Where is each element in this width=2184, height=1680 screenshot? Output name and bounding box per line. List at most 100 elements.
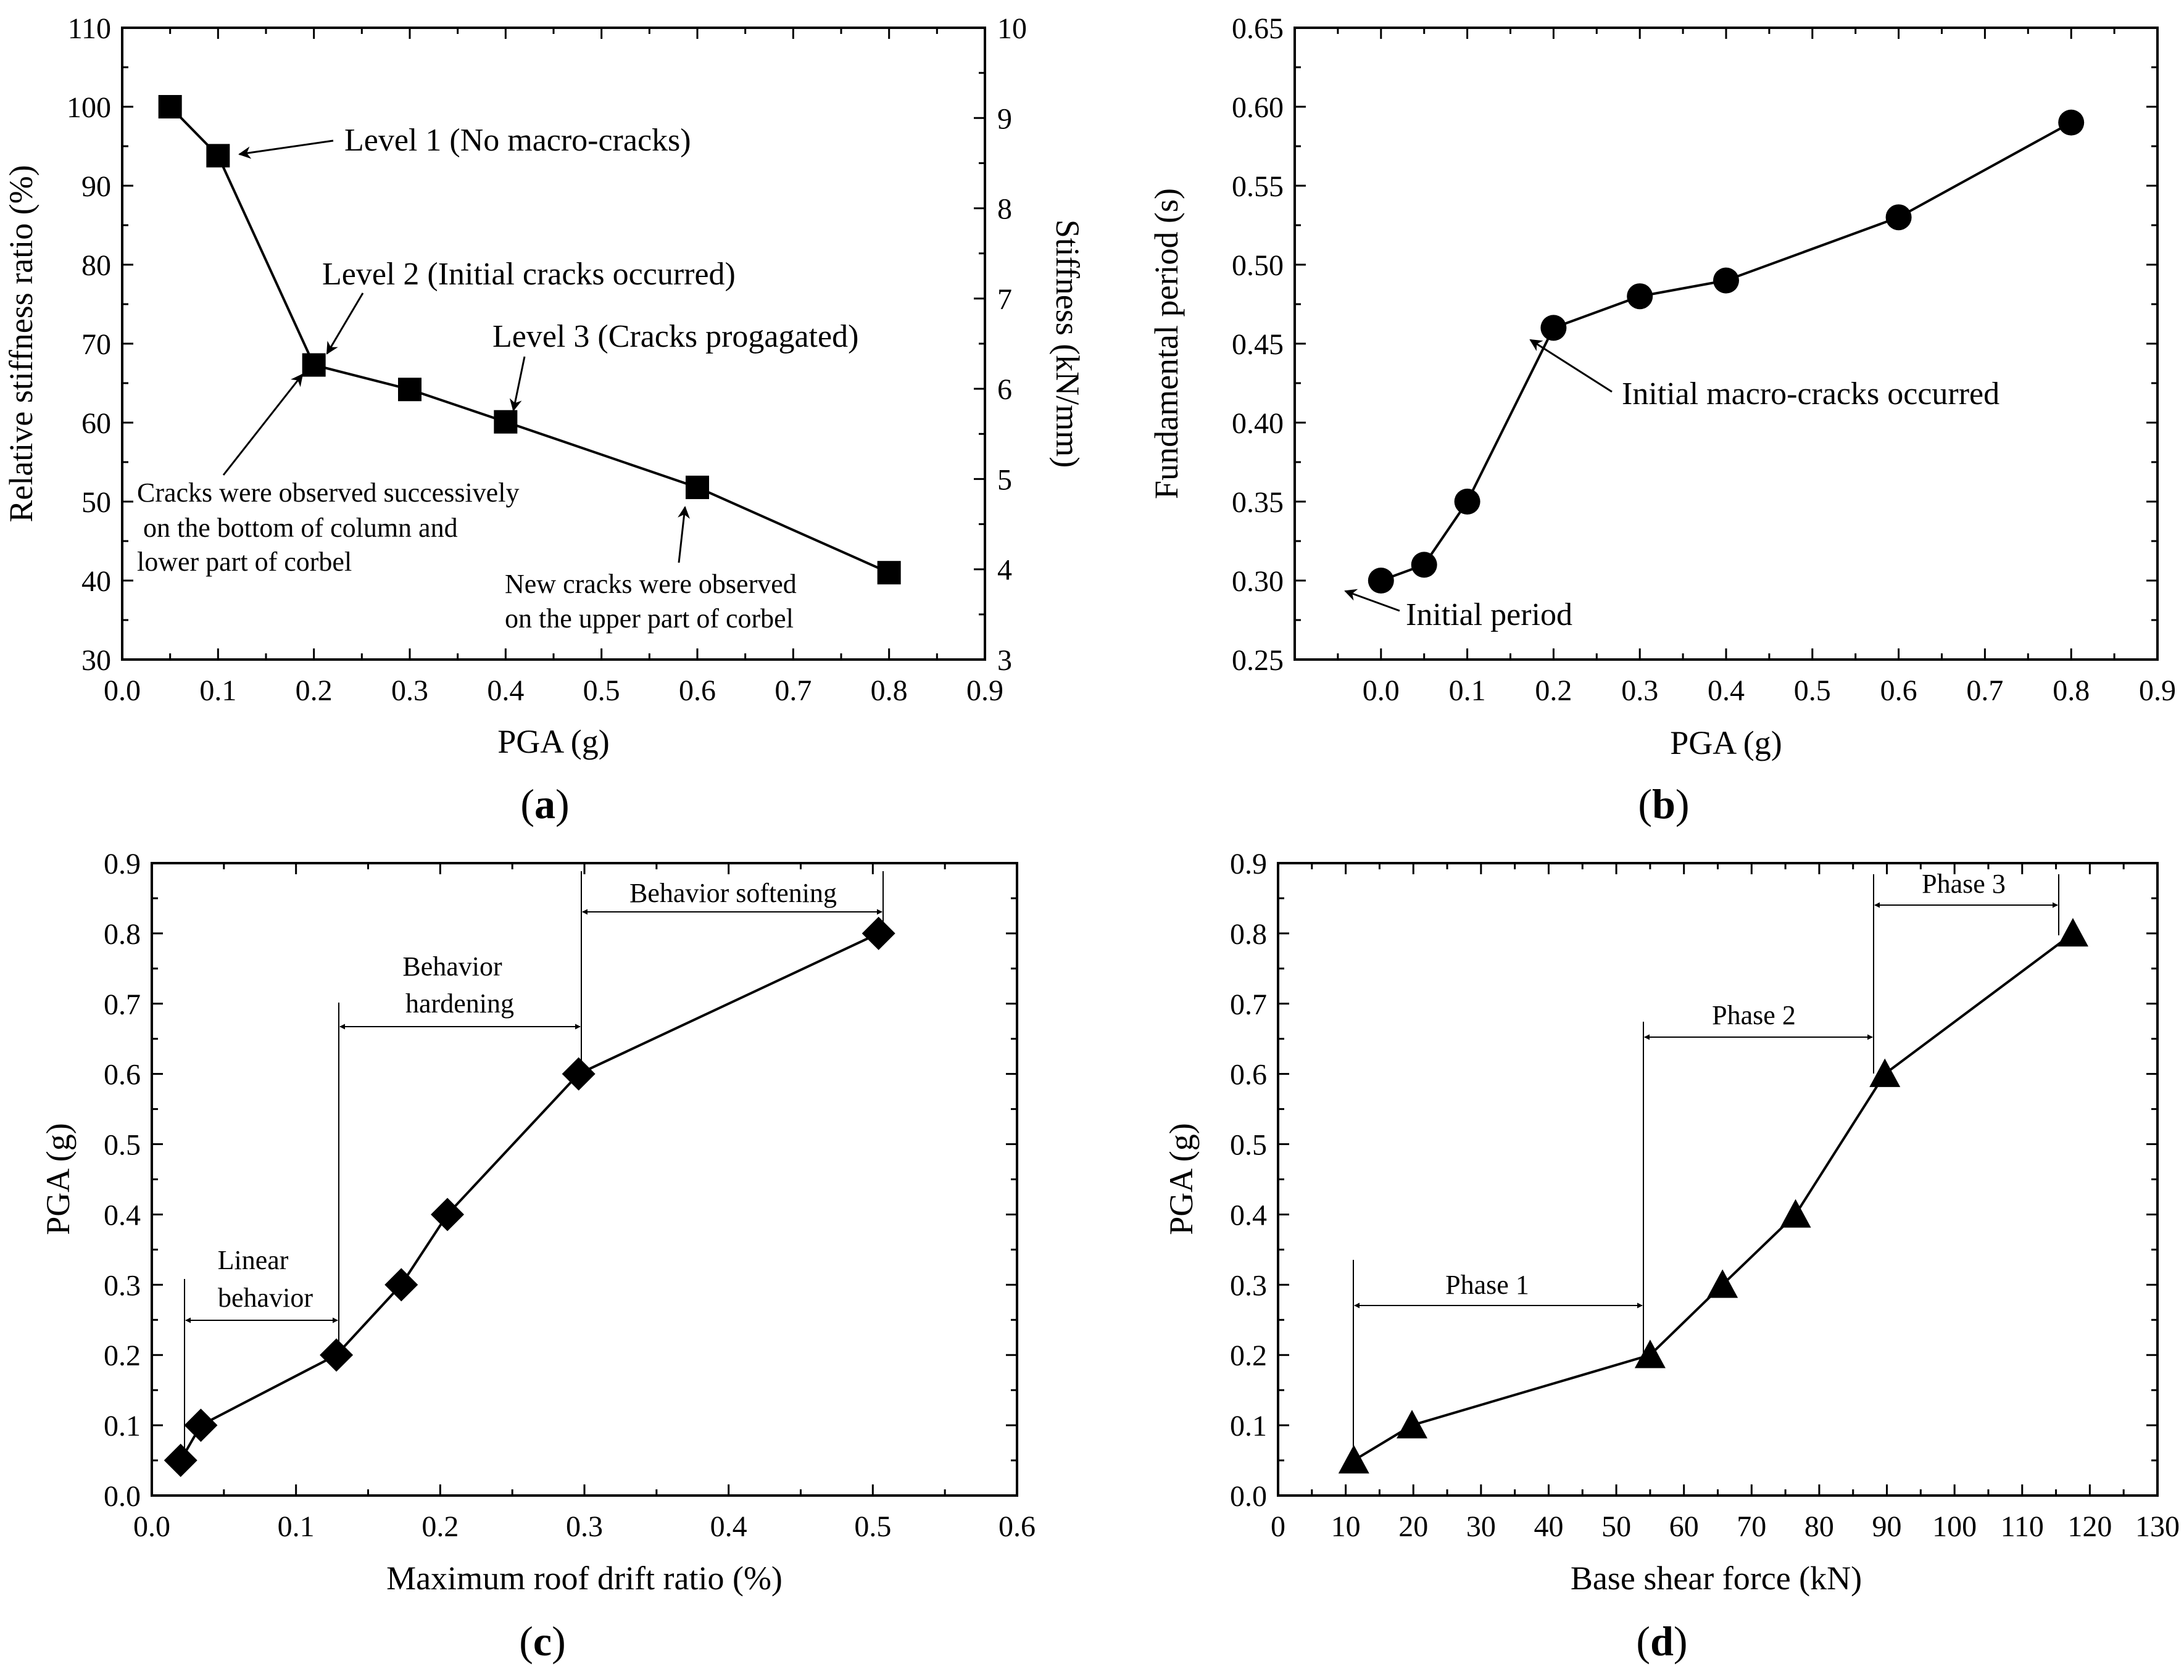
- x-tick-label: 110: [2001, 1510, 2044, 1543]
- data-point: [1707, 1269, 1738, 1298]
- data-point: [164, 1444, 197, 1478]
- x-tick-label: 0.2: [1535, 674, 1572, 707]
- data-point: [494, 410, 518, 434]
- x-axis-label-b: PGA (g): [1670, 724, 1782, 761]
- x-tick-label: 0.3: [566, 1510, 603, 1543]
- x-tick-label: 0.0: [133, 1510, 170, 1543]
- annotation-phase2: Phase 2: [1712, 1000, 1796, 1030]
- x-tick-label: 130: [2135, 1510, 2180, 1543]
- y-tick-label: 0.50: [1232, 249, 1284, 282]
- y-tick-label: 0.8: [104, 918, 141, 951]
- x-tick-label: 0.6: [679, 674, 716, 707]
- annotation-phase1: Phase 1: [1445, 1270, 1529, 1300]
- annotation-initial-period: Initial period: [1406, 597, 1572, 632]
- data-point: [1454, 489, 1480, 515]
- x-tick-label: 20: [1398, 1510, 1428, 1543]
- x-tick-label: 0.2: [421, 1510, 459, 1543]
- y2-tick-label: 5: [997, 463, 1012, 496]
- y-tick-label: 100: [67, 91, 111, 124]
- y2-tick-label: 8: [997, 193, 1012, 226]
- y-tick-label: 0.9: [1230, 848, 1267, 880]
- y-tick-label: 0.25: [1232, 644, 1284, 677]
- data-point: [320, 1338, 354, 1372]
- data-point: [1397, 1410, 1428, 1439]
- chart-panel-a: 0.0 0.1 0.2 0.3 0.4 0.5 0.6 0.7 0.8 0.9 30 40 50 60 70…: [2, 12, 1086, 827]
- y-tick-label: 0.4: [104, 1199, 141, 1231]
- y-tick-label: 0.2: [1230, 1339, 1267, 1372]
- y-tick-label: 0.1: [104, 1410, 141, 1442]
- y-tick-label: 0.8: [1230, 918, 1267, 951]
- x-tick-label: 0.7: [1966, 674, 2003, 707]
- arrow-level3: [509, 356, 526, 412]
- y-tick-label: 0.9: [104, 848, 141, 880]
- y-tick-label: 60: [81, 407, 111, 440]
- data-point: [1540, 315, 1567, 341]
- series-a: [158, 95, 901, 585]
- x-tick-label: 30: [1466, 1510, 1496, 1543]
- data-point: [184, 1409, 218, 1442]
- data-point: [862, 916, 895, 950]
- x-tick-label: 0.7: [774, 674, 812, 707]
- y-tick-label: 0.5: [1230, 1129, 1267, 1162]
- y-tick-label: 30: [81, 644, 111, 677]
- x-tick-label: 0.5: [583, 674, 620, 707]
- arrow-level1: [238, 139, 334, 159]
- series-b: [1368, 109, 2085, 594]
- data-point: [1368, 568, 1394, 594]
- data-point: [562, 1057, 596, 1091]
- chart-panel-c: 0.0 0.1 0.2 0.3 0.4 0.5 0.6 0.0 0.1 0.2 0.3 0.4 0.5 0…: [39, 848, 1036, 1665]
- y-tick-label: 90: [81, 170, 111, 203]
- y-axis-label-c: PGA (g): [39, 1123, 77, 1235]
- annotation-linear-1: Linear: [218, 1245, 289, 1275]
- x-axis-label-c: Maximum roof drift ratio (%): [386, 1560, 783, 1597]
- y2-tick-label: 3: [997, 644, 1012, 677]
- y-tick-label: 0.30: [1232, 565, 1284, 598]
- y-axis-label-b: Fundamental period (s): [1148, 188, 1185, 499]
- y2-tick-label: 9: [997, 102, 1012, 135]
- x-tick-label: 40: [1534, 1510, 1563, 1543]
- data-point: [1780, 1199, 1811, 1228]
- arrow-new-cracks: [678, 506, 690, 563]
- y-tick-label: 0.55: [1232, 170, 1284, 203]
- annotation-cracks-bottom-2: on the bottom of column and: [143, 513, 458, 543]
- x-tick-label: 0.6: [999, 1510, 1036, 1543]
- panel-label-a: (a): [520, 780, 569, 827]
- annotation-phase3: Phase 3: [1922, 869, 2006, 899]
- y-tick-label: 80: [81, 249, 111, 282]
- annotation-new-cracks-2: on the upper part of corbel: [505, 603, 794, 634]
- y-tick-label: 0.35: [1232, 486, 1284, 519]
- x-tick-label: 0.0: [1363, 674, 1400, 707]
- axis-ticks-c: 0.0 0.1 0.2 0.3 0.4 0.5 0.6 0.0 0.1 0.2 0.3 0.4 0.5 0…: [104, 848, 1036, 1543]
- x-tick-label: 0.8: [871, 674, 908, 707]
- axis-ticks-a: 0.0 0.1 0.2 0.3 0.4 0.5 0.6 0.7 0.8 0.9 30 40 50 60 70…: [67, 12, 1027, 707]
- x-tick-label: 70: [1737, 1510, 1766, 1543]
- arrow-initial-macro: [1529, 339, 1613, 393]
- x-tick-label: 60: [1669, 1510, 1699, 1543]
- data-point: [1885, 204, 1912, 231]
- x-tick-label: 0.1: [199, 674, 236, 707]
- y-tick-label: 0.40: [1232, 407, 1284, 440]
- panel-label-d: (d): [1636, 1618, 1687, 1665]
- data-point: [1869, 1058, 1901, 1087]
- x-tick-label: 0.8: [2053, 674, 2090, 707]
- y-tick-label: 0.6: [104, 1059, 141, 1091]
- plot-frame-c: [151, 862, 1018, 1497]
- y2-axis-label-a: Stiffness (kN/mm): [1049, 220, 1086, 468]
- data-point: [2058, 109, 2085, 136]
- series-line: [1381, 121, 2072, 582]
- annotation-level2: Level 2 (Initial cracks occurred): [322, 257, 736, 292]
- y2-tick-label: 10: [997, 12, 1027, 45]
- y-tick-label: 0.7: [1230, 988, 1267, 1021]
- data-point: [1713, 267, 1739, 294]
- series-d: [1338, 917, 2088, 1474]
- series-line: [179, 932, 879, 1462]
- annotation-hardening-1: Behavior: [402, 951, 502, 982]
- y-axis-label-d: PGA (g): [1163, 1123, 1200, 1235]
- x-tick-label: 0.5: [854, 1510, 891, 1543]
- y-tick-label: 0.4: [1230, 1199, 1267, 1231]
- x-tick-label: 0.3: [391, 674, 428, 707]
- data-point: [384, 1268, 418, 1302]
- y-tick-label: 0.6: [1230, 1059, 1267, 1091]
- y-tick-label: 0.7: [104, 988, 141, 1021]
- data-point: [158, 95, 182, 118]
